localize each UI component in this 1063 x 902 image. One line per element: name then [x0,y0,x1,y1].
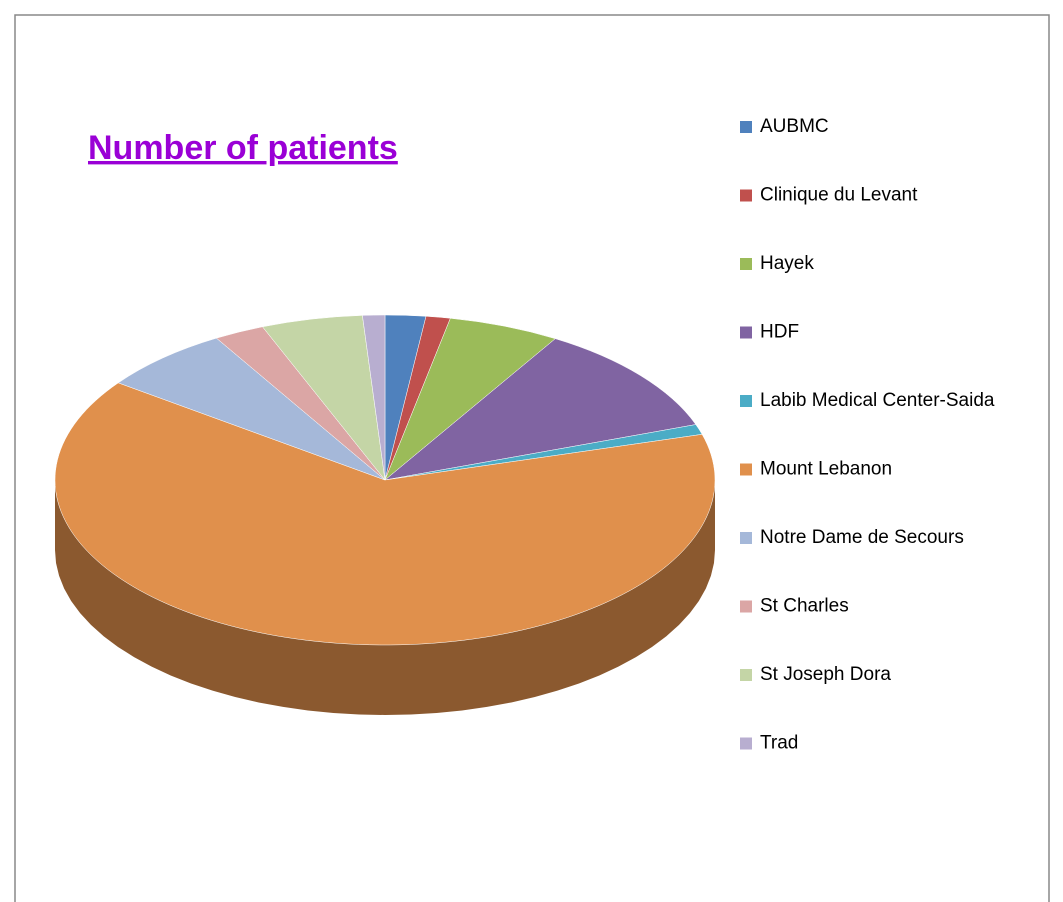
pie [54,314,716,715]
legend-swatch [740,258,752,270]
legend-label: Notre Dame de Secours [760,527,964,548]
legend-label: Trad [760,733,798,754]
legend-swatch [740,737,752,750]
legend-label: Labib Medical Center-Saida [760,390,995,411]
legend: AUBMC Clinique du Levant Hayek HDF Labib Med… [740,116,995,754]
legend-swatch [740,189,752,202]
legend-swatch [740,600,752,613]
legend-label: Hayek [760,253,814,274]
legend-label: Mount Lebanon [760,459,892,480]
legend-swatch [740,532,752,544]
slice [117,337,386,481]
legend-swatch [740,121,752,133]
legend-swatch [740,395,752,407]
legend-label: Clinique du Levant [760,185,918,206]
legend-swatch [740,669,752,681]
legend-label: St Charles [760,596,849,617]
legend-swatch [740,326,752,339]
slice [54,382,716,646]
chart-title: Number of patients [88,129,398,167]
legend-swatch [740,463,752,476]
slice-side [55,480,715,715]
legend-label: St Joseph Dora [760,664,891,685]
legend-label: HDF [760,322,799,343]
slice [362,314,386,481]
slice [384,338,697,481]
legend-label: AUBMC [760,116,829,137]
